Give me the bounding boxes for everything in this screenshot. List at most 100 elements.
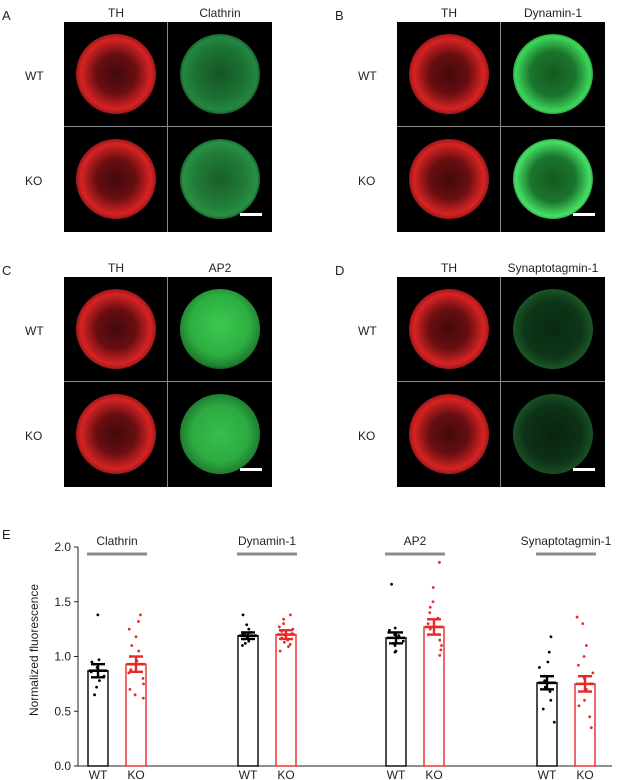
- data-point: [247, 627, 251, 631]
- data-point: [241, 644, 244, 647]
- data-point: [401, 639, 405, 643]
- bar-wt: [536, 682, 558, 767]
- group-label: Synaptotagmin-1: [521, 534, 612, 548]
- row-label-ko: KO: [25, 429, 43, 443]
- data-point: [439, 648, 443, 652]
- y-tick-label: 0.5: [54, 704, 71, 718]
- tile-separator-v: [167, 277, 168, 487]
- micrograph-red-ko: [64, 127, 168, 232]
- panel-letter: C: [2, 263, 12, 278]
- y-tick-label: 0.0: [54, 759, 71, 773]
- data-point: [241, 613, 245, 617]
- bar-ko: [423, 626, 445, 767]
- group-label: Clathrin: [96, 534, 137, 548]
- micrograph-red-ko: [397, 382, 501, 487]
- data-point: [393, 650, 397, 654]
- row-label-wt: WT: [358, 324, 377, 338]
- data-point: [581, 622, 585, 626]
- x-tick-label: WT: [387, 768, 406, 780]
- protein-stained-cell: [513, 289, 593, 369]
- y-tick-label: 1.5: [54, 595, 71, 609]
- data-point: [93, 693, 96, 697]
- data-point: [141, 696, 145, 700]
- tile-separator-v: [500, 22, 501, 232]
- data-point: [577, 663, 580, 667]
- tile-separator-v: [500, 277, 501, 487]
- data-point: [393, 644, 397, 647]
- data-point: [397, 634, 401, 638]
- data-point: [282, 617, 286, 621]
- data-point: [577, 704, 581, 708]
- panel-letter: D: [335, 263, 345, 278]
- data-point: [431, 586, 435, 589]
- data-point: [438, 654, 442, 657]
- channel-label-green: Dynamin-1: [523, 6, 583, 20]
- protein-stained-cell: [180, 289, 260, 369]
- data-point: [426, 622, 430, 626]
- th-stained-cell: [409, 139, 489, 219]
- data-point: [90, 660, 94, 664]
- th-stained-cell: [76, 394, 156, 474]
- data-point: [137, 620, 140, 623]
- data-point: [278, 649, 282, 653]
- row-label-wt: WT: [25, 69, 44, 83]
- data-point: [438, 638, 442, 642]
- data-point: [438, 560, 441, 564]
- micrograph-red-wt: [397, 22, 501, 127]
- data-point: [546, 660, 550, 664]
- tile-separator-h: [397, 381, 605, 382]
- data-point: [128, 687, 132, 691]
- group-label: AP2: [404, 534, 427, 548]
- protein-stained-cell: [513, 394, 593, 474]
- data-point: [130, 644, 134, 647]
- data-point: [583, 698, 586, 702]
- group-label: Dynamin-1: [238, 534, 296, 548]
- y-tick-label: 1.0: [54, 650, 71, 664]
- th-stained-cell: [409, 34, 489, 114]
- data-point: [277, 625, 281, 629]
- channel-label-red: TH: [108, 6, 124, 20]
- data-point: [588, 715, 592, 719]
- micrograph-green-ko: [168, 127, 272, 232]
- x-tick-label: KO: [127, 768, 144, 780]
- protein-stained-cell: [180, 139, 260, 219]
- th-stained-cell: [409, 394, 489, 474]
- x-tick-label: WT: [239, 768, 258, 780]
- data-point: [141, 677, 145, 680]
- micrograph-green-wt: [168, 277, 272, 382]
- protein-stained-cell: [513, 139, 593, 219]
- bar-wt: [237, 634, 259, 767]
- panel-letter: A: [2, 8, 11, 23]
- data-point: [142, 682, 145, 686]
- data-point: [245, 623, 249, 627]
- micrograph-green-wt: [501, 277, 605, 382]
- scale-bar: [573, 213, 595, 216]
- data-point: [552, 720, 556, 724]
- data-point: [431, 600, 435, 604]
- micrograph-red-wt: [64, 277, 168, 382]
- micrograph-red-wt: [64, 22, 168, 127]
- row-label-ko: KO: [358, 429, 376, 443]
- row-label-wt: WT: [358, 69, 377, 83]
- bar-ko: [574, 683, 596, 767]
- tile-separator-h: [64, 381, 272, 382]
- data-point: [548, 690, 552, 693]
- data-point: [393, 626, 397, 630]
- channel-label-red: TH: [441, 261, 457, 275]
- data-point: [591, 671, 595, 675]
- row-label-ko: KO: [25, 174, 43, 188]
- micrograph-green-wt: [501, 22, 605, 127]
- protein-stained-cell: [180, 394, 260, 474]
- data-point: [129, 668, 133, 672]
- micrograph-red-ko: [397, 127, 501, 232]
- data-point: [549, 698, 553, 702]
- data-point: [288, 613, 292, 617]
- th-stained-cell: [76, 289, 156, 369]
- bar-ko: [275, 633, 297, 767]
- tile-separator-h: [64, 126, 272, 127]
- data-point: [127, 627, 131, 631]
- th-stained-cell: [76, 34, 156, 114]
- data-point: [247, 639, 251, 643]
- scale-bar: [240, 468, 262, 471]
